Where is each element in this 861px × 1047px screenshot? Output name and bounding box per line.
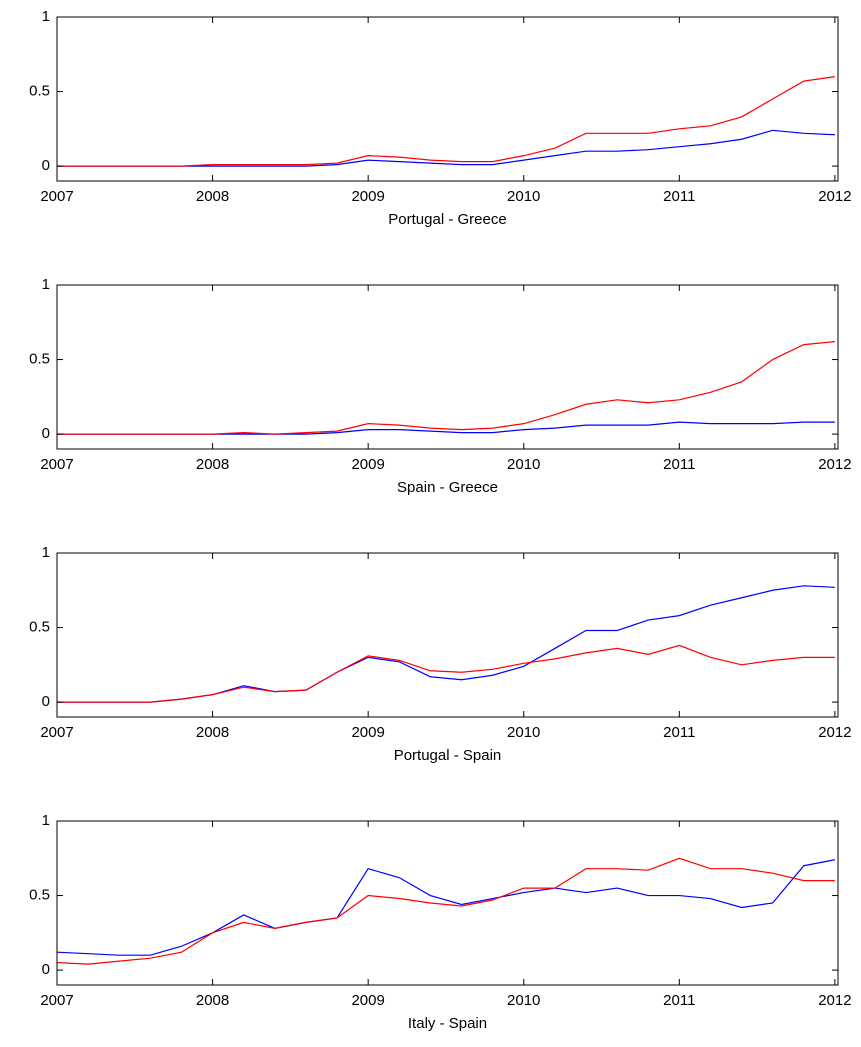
y-tick-label: 0.5 [29, 83, 50, 100]
y-tick-label: 1 [42, 544, 50, 561]
x-tick-label: 2011 [663, 188, 695, 205]
y-tick-label: 1 [42, 812, 50, 829]
data-line [56, 857, 835, 965]
x-tick-label: 2007 [40, 992, 73, 1009]
x-tick-label: 2012 [818, 188, 851, 205]
y-tick-label: 0 [42, 693, 50, 710]
x-tick-label: 2007 [40, 724, 73, 741]
axes-box [56, 284, 839, 450]
axes-box [56, 820, 839, 986]
x-axis-label: Portugal - Spain [394, 747, 502, 764]
x-tick-label: 2007 [40, 188, 73, 205]
x-tick-label: 2010 [507, 456, 540, 473]
data-line [57, 644, 835, 703]
data-line [57, 341, 835, 435]
x-tick-label: 2010 [507, 724, 540, 741]
x-tick-label: 2009 [351, 992, 384, 1009]
x-tick-label: 2010 [507, 992, 540, 1009]
y-tick-label: 1 [42, 276, 50, 293]
y-tick-label: 0 [42, 961, 50, 978]
x-tick-label: 2009 [351, 724, 384, 741]
x-tick-label: 2008 [196, 188, 229, 205]
y-tick-label: 0 [42, 425, 50, 442]
y-tick-label: 1 [42, 8, 50, 25]
x-tick-label: 2012 [818, 456, 851, 473]
x-axis-label: Portugal - Greece [388, 211, 506, 228]
x-tick-label: 2010 [507, 188, 540, 205]
x-tick-label: 2008 [196, 992, 229, 1009]
y-tick-label: 0.5 [29, 351, 50, 368]
x-tick-label: 2009 [351, 456, 384, 473]
x-tick-label: 2011 [663, 456, 695, 473]
x-axis-label: Italy - Spain [408, 1015, 487, 1032]
y-tick-label: 0.5 [29, 887, 50, 904]
axes-box [56, 552, 839, 718]
y-tick-label: 0 [42, 157, 50, 174]
x-tick-label: 2012 [818, 724, 851, 741]
x-tick-label: 2008 [196, 456, 229, 473]
x-tick-label: 2007 [40, 456, 73, 473]
x-tick-label: 2012 [818, 992, 851, 1009]
x-tick-label: 2011 [663, 992, 695, 1009]
axes-box [56, 16, 839, 182]
x-axis-label: Spain - Greece [397, 479, 498, 496]
x-tick-label: 2011 [663, 724, 695, 741]
data-line [57, 421, 835, 435]
data-line [57, 76, 835, 167]
x-tick-label: 2009 [351, 188, 384, 205]
data-line [56, 859, 836, 956]
data-line [57, 585, 835, 703]
x-tick-label: 2008 [196, 724, 229, 741]
y-tick-label: 0.5 [29, 619, 50, 636]
